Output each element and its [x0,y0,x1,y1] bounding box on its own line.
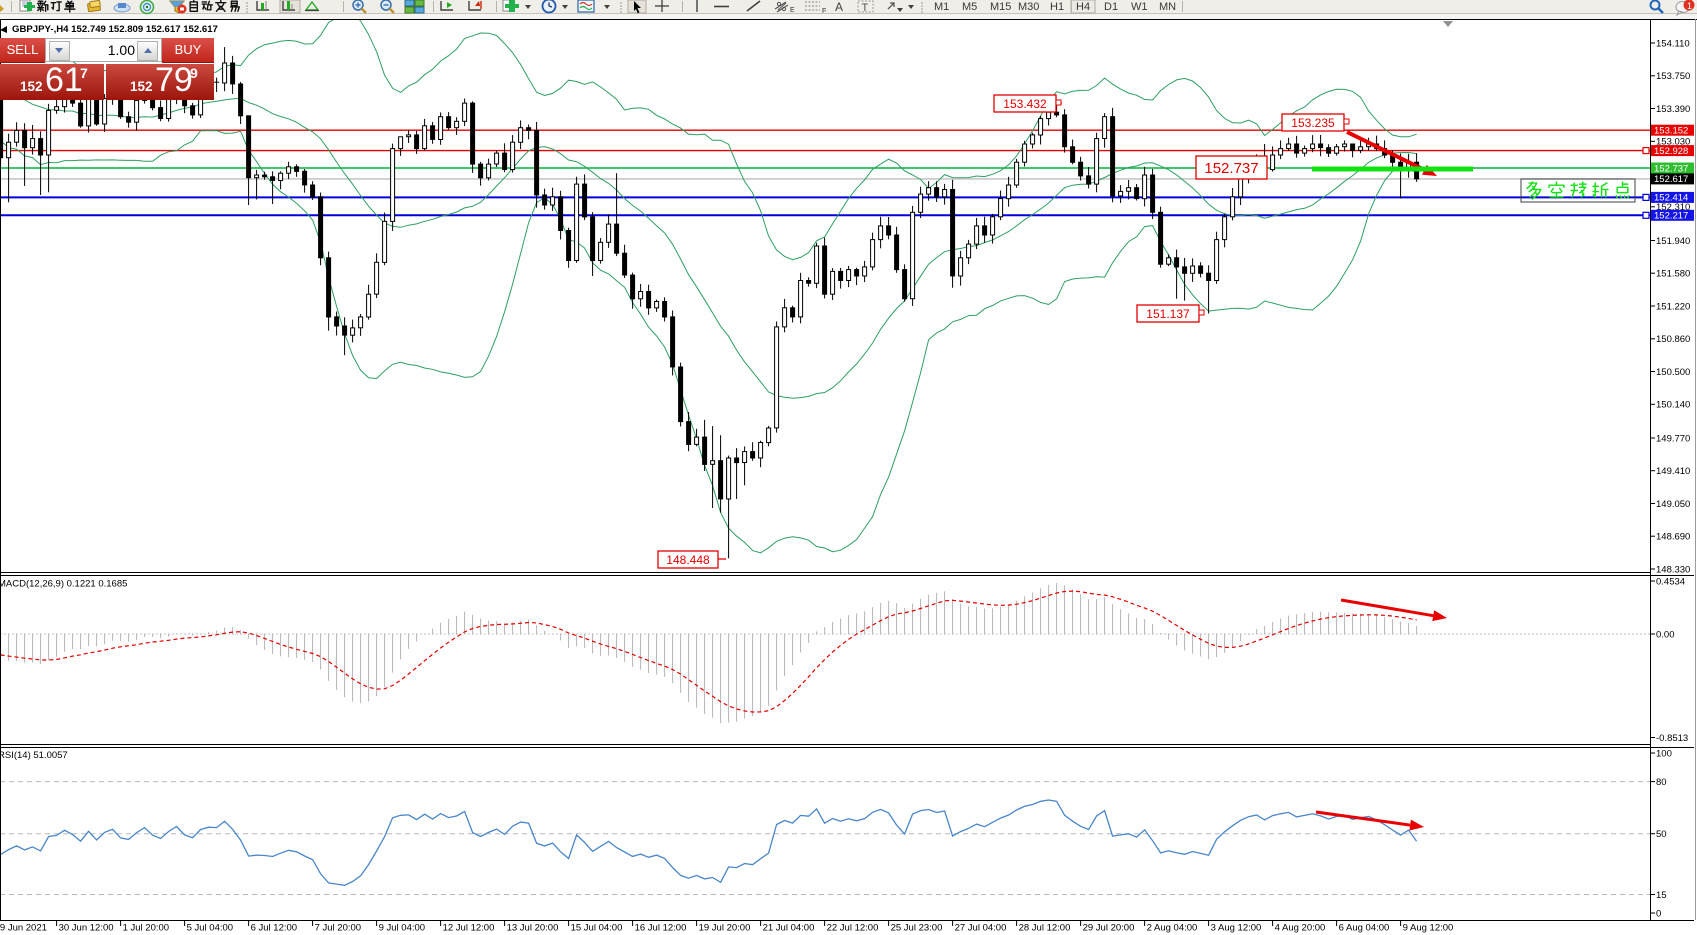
svg-text:T: T [862,2,869,14]
svg-text:0.00: 0.00 [1656,629,1675,640]
svg-text:M30: M30 [1018,1,1039,13]
svg-text:29 Jun 2021: 29 Jun 2021 [0,923,47,934]
svg-text:F: F [822,8,826,15]
svg-text:W1: W1 [1131,1,1148,13]
svg-text:4 Aug 20:00: 4 Aug 20:00 [1275,923,1326,934]
svg-text:152.928: 152.928 [1654,146,1688,157]
svg-text:30 Jun 12:00: 30 Jun 12:00 [59,923,114,934]
svg-text:149.050: 149.050 [1656,499,1690,510]
svg-text:29 Jul 20:00: 29 Jul 20:00 [1083,923,1135,934]
svg-text:152.310: 152.310 [1656,202,1690,213]
svg-text:28 Jul 12:00: 28 Jul 12:00 [1019,923,1071,934]
svg-text:6 Jul 12:00: 6 Jul 12:00 [251,923,297,934]
svg-text:6 Aug 04:00: 6 Aug 04:00 [1339,923,1390,934]
svg-text:153.432: 153.432 [1003,97,1047,111]
svg-text:A: A [835,0,843,14]
svg-text:153.030: 153.030 [1656,137,1690,148]
svg-text:D1: D1 [1104,1,1118,13]
svg-text:M1: M1 [934,1,949,13]
svg-text:1 Jul 20:00: 1 Jul 20:00 [123,923,169,934]
svg-text:5 Jul 04:00: 5 Jul 04:00 [187,923,233,934]
svg-text:GBPJPY-,H4 152.749 152.809 15: GBPJPY-,H4 152.749 152.809 152.617 152.6… [12,24,218,35]
svg-text:21 Jul 04:00: 21 Jul 04:00 [763,923,815,934]
svg-text:80: 80 [1656,777,1667,788]
svg-text:153.390: 153.390 [1656,104,1690,115]
svg-text:15 Jul 04:00: 15 Jul 04:00 [571,923,623,934]
svg-text:7 Jul 20:00: 7 Jul 20:00 [315,923,361,934]
svg-text:152.414: 152.414 [1654,193,1688,204]
svg-text:154.110: 154.110 [1656,38,1690,49]
svg-text:27 Jul 04:00: 27 Jul 04:00 [955,923,1007,934]
svg-text:19 Jul 20:00: 19 Jul 20:00 [699,923,751,934]
svg-text:149.410: 149.410 [1656,466,1690,477]
svg-text:153.750: 153.750 [1656,71,1690,82]
svg-text:15: 15 [1656,890,1667,901]
svg-text:RSI(14) 51.0057: RSI(14) 51.0057 [0,750,68,761]
svg-text:151.137: 151.137 [1146,307,1190,321]
svg-text:M15: M15 [990,1,1011,13]
svg-text:-0.8513: -0.8513 [1656,733,1688,744]
svg-text:150.500: 150.500 [1656,367,1690,378]
svg-text:22 Jul 12:00: 22 Jul 12:00 [827,923,879,934]
svg-text:151.580: 151.580 [1656,269,1690,280]
svg-text:12 Jul 12:00: 12 Jul 12:00 [443,923,495,934]
svg-text:H1: H1 [1050,1,1064,13]
svg-text:149.770: 149.770 [1656,433,1690,444]
svg-text:152.617: 152.617 [1654,174,1688,185]
svg-text:151.220: 151.220 [1656,301,1690,312]
svg-text:MN: MN [1159,1,1176,13]
svg-text:H4: H4 [1076,1,1090,13]
svg-text:148.448: 148.448 [666,553,710,567]
svg-text:0: 0 [1656,908,1661,919]
svg-text:153.235: 153.235 [1291,116,1335,130]
svg-text:150.140: 150.140 [1656,400,1690,411]
svg-text:9 Jul 04:00: 9 Jul 04:00 [379,923,425,934]
svg-text:152.737: 152.737 [1654,163,1688,174]
svg-text:153.152: 153.152 [1654,126,1688,137]
svg-text:M5: M5 [962,1,977,13]
svg-text:3 Aug 12:00: 3 Aug 12:00 [1211,923,1262,934]
svg-text:148.690: 148.690 [1656,532,1690,543]
svg-text:E: E [790,7,795,14]
svg-text:MACD(12,26,9) 0.1221 0.1685: MACD(12,26,9) 0.1221 0.1685 [0,579,127,590]
svg-text:25 Jul 23:00: 25 Jul 23:00 [891,923,943,934]
svg-text:13 Jul 20:00: 13 Jul 20:00 [507,923,559,934]
svg-text:152.217: 152.217 [1654,211,1688,222]
svg-text:150.860: 150.860 [1656,334,1690,345]
svg-text:151.940: 151.940 [1656,236,1690,247]
svg-text:148.330: 148.330 [1656,564,1690,575]
svg-text:100: 100 [1656,748,1672,759]
svg-text:9 Aug 12:00: 9 Aug 12:00 [1403,923,1454,934]
svg-text:50: 50 [1656,829,1667,840]
svg-text:2 Aug 04:00: 2 Aug 04:00 [1147,923,1198,934]
svg-text:1: 1 [1687,1,1692,11]
svg-text:0.4534: 0.4534 [1656,576,1685,587]
svg-text:16 Jul 12:00: 16 Jul 12:00 [635,923,687,934]
svg-text:152.737: 152.737 [1204,160,1258,177]
